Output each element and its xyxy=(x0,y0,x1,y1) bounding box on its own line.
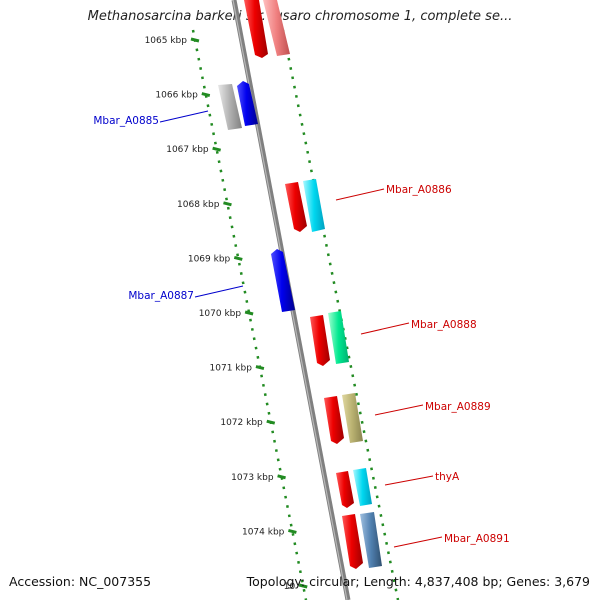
kbp-tick-label: 10 xyxy=(284,582,296,592)
kbp-tick-label: 1066 kbp xyxy=(155,91,198,101)
topology-text: Topology: circular; Length: 4,837,408 bp… xyxy=(246,574,590,589)
kbp-tick-mark xyxy=(266,419,276,425)
gene-label-a0891[interactable]: Mbar_A0891 xyxy=(444,533,510,545)
gene-a0885 xyxy=(237,81,258,126)
kbp-ticks: 1065 kbp 1066 kbp 1067 kbp 1068 kbp 1069 kbp… xyxy=(145,36,308,592)
kbp-tick-label: 1071 kbp xyxy=(210,364,253,374)
leader-a0891 xyxy=(393,536,443,548)
kbp-tick-mark xyxy=(190,37,200,43)
gene-thya xyxy=(336,471,354,508)
cog-box-a0888 xyxy=(328,311,349,364)
kbp-tick-label: 1073 kbp xyxy=(231,473,274,483)
gene-a0887 xyxy=(271,249,295,312)
kbp-tick-label: 1069 kbp xyxy=(188,254,231,264)
label-leaders xyxy=(159,110,443,548)
kbp-tick-label: 1068 kbp xyxy=(177,200,220,210)
gene-a0886 xyxy=(285,182,307,232)
accession-text: Accession: NC_007355 xyxy=(9,574,152,589)
gene-label-a0885[interactable]: Mbar_A0885 xyxy=(93,115,159,127)
gene-a0891 xyxy=(342,514,363,569)
map-title: Methanosarcina barkeri str. fusaro chrom… xyxy=(87,9,513,24)
kbp-tick-mark xyxy=(288,528,297,534)
cog-box-a0891 xyxy=(360,512,382,568)
leader-a0886 xyxy=(335,188,385,201)
kbp-tick-mark xyxy=(233,255,243,261)
gene-label-thya[interactable]: thyA xyxy=(435,471,460,483)
kbp-tick-mark xyxy=(244,310,254,316)
kbp-tick-mark xyxy=(298,583,308,589)
kbp-tick-label: 1067 kbp xyxy=(166,145,209,155)
kbp-tick-mark xyxy=(277,474,286,480)
gene-a0888 xyxy=(310,315,330,366)
gene-label-a0886[interactable]: Mbar_A0886 xyxy=(386,184,452,196)
gene-label-a0889[interactable]: Mbar_A0889 xyxy=(425,401,491,413)
gene-labels: Mbar_A0885 Mbar_A0886 Mbar_A0887 Mbar_A0… xyxy=(93,115,509,545)
leader-a0889 xyxy=(374,404,424,416)
cog-box-thya xyxy=(353,468,372,506)
kbp-tick-mark xyxy=(255,365,265,371)
kbp-tick-label: 1070 kbp xyxy=(199,309,242,319)
gene-a0889 xyxy=(324,396,344,444)
gene-forward-top xyxy=(244,0,268,58)
cog-box-a0885 xyxy=(218,84,242,130)
kbp-tick-mark xyxy=(212,146,221,152)
tick-track-left xyxy=(191,29,308,600)
leader-a0887 xyxy=(194,285,244,298)
gene-features xyxy=(218,0,382,569)
kbp-tick-mark xyxy=(201,92,211,98)
leader-a0888 xyxy=(360,322,410,335)
gene-label-a0888[interactable]: Mbar_A0888 xyxy=(411,319,477,331)
cog-box-a0886 xyxy=(303,179,325,232)
tick-track-right xyxy=(281,29,400,600)
kbp-tick-label: 1074 kbp xyxy=(242,527,285,537)
leader-a0885 xyxy=(159,110,209,123)
kbp-tick-label: 1065 kbp xyxy=(145,36,188,46)
gene-label-a0887[interactable]: Mbar_A0887 xyxy=(128,290,194,302)
kbp-tick-label: 1072 kbp xyxy=(220,418,263,428)
cog-box-top xyxy=(263,0,290,56)
kbp-tick-mark xyxy=(223,201,232,207)
cog-box-a0889 xyxy=(342,393,363,443)
leader-thya xyxy=(384,475,434,486)
